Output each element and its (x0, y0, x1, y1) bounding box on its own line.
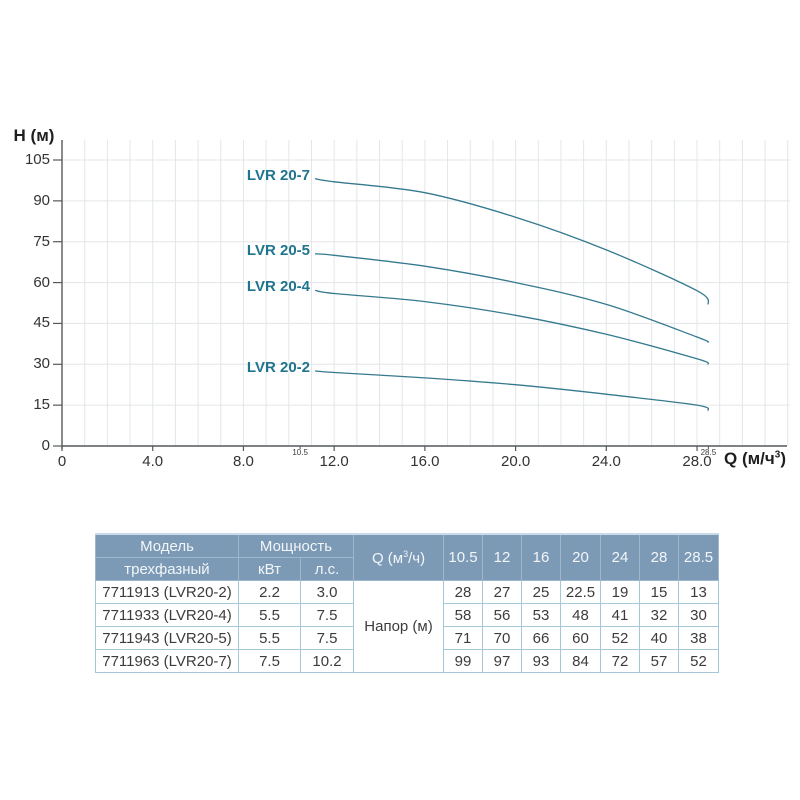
col-header-q-value: 12 (482, 533, 523, 581)
cell-head-value: 41 (600, 603, 641, 627)
cell-head-value: 25 (521, 580, 562, 604)
x-tick-label: 28.0 (682, 453, 712, 470)
col-header-model: Модель (95, 533, 239, 558)
curve-label-lvr-20-7: LVR 20-7 (246, 166, 310, 184)
cell-head-value: 60 (560, 626, 602, 650)
cell-hp: 7.5 (299, 603, 355, 627)
cell-head-value: 27 (482, 580, 523, 604)
cell-head-value: 13 (678, 580, 720, 604)
pump-curves-chart: H (м) Q (м/ч3) 0 15 30 45 60 75 90 105 0 4.0 8.0 12… (13, 126, 796, 470)
col-header-q-value: 16 (521, 533, 562, 581)
chart-canvas (53, 140, 790, 451)
col-header-hp: л.с. (299, 557, 355, 581)
cell-kw: 7.5 (238, 649, 301, 673)
curve-label-lvr-20-2: LVR 20-2 (246, 358, 310, 376)
cell-kw: 5.5 (238, 603, 301, 627)
cell-head-value: 38 (678, 626, 720, 650)
x-tick-label: 8.0 (233, 453, 254, 470)
cell-head-value: 53 (521, 603, 562, 627)
cell-head-value: 32 (639, 603, 680, 627)
cell-head-value: 22.5 (560, 580, 602, 604)
cell-hp: 3.0 (299, 580, 355, 604)
x-tick-label: 4.0 (142, 453, 164, 470)
y-tick-label: 30 (33, 355, 50, 373)
cell-head-value: 70 (482, 626, 523, 650)
y-tick-label: 105 (24, 151, 50, 168)
cell-head-value: 66 (521, 626, 562, 650)
cell-head-value: 93 (521, 649, 562, 673)
col-header-power: Мощность (237, 533, 355, 558)
cell-head-value: 84 (560, 649, 602, 673)
col-header-kw: кВт (238, 557, 301, 581)
col-header-q-value: 24 (600, 533, 641, 581)
x-tick-label: 12.0 (319, 453, 349, 470)
col-header-q-value: 20 (560, 533, 602, 581)
cell-head-value: 71 (443, 626, 484, 650)
cell-head-value: 56 (482, 603, 523, 627)
y-tick-label: 60 (33, 273, 50, 291)
curve-label-lvr-20-5: LVR 20-5 (246, 241, 310, 259)
x-axis-title-sup: 3 (774, 449, 781, 461)
cell-kw: 5.5 (238, 626, 301, 650)
col-header-phase: трехфазный (95, 557, 239, 581)
cell-head-value: 15 (639, 580, 680, 604)
y-tick-label: 15 (33, 396, 50, 414)
x-tick-label: 20.0 (500, 453, 531, 470)
x-minor-tick-label: 28.5 (700, 448, 717, 457)
x-axis-title-close: ) (780, 449, 787, 468)
col-header-q-value: 10.5 (443, 533, 484, 581)
x-tick-label: 0 (57, 453, 67, 470)
table-row: 7711913 (LVR20-2) 2.2 3.0 Напор (м) 28 27 25 22… (95, 580, 720, 673)
y-tick-label: 75 (33, 232, 50, 250)
y-tick-label: 90 (33, 191, 50, 209)
cell-head-value: 52 (678, 649, 720, 673)
cell-napor-label: Напор (м) (353, 580, 445, 673)
x-minor-tick-label: 10.5 (292, 448, 308, 457)
cell-head-value: 48 (560, 603, 602, 627)
cell-head-value: 52 (600, 626, 641, 650)
curve-lvr-20-7 (314, 178, 710, 305)
x-axis-title-text: Q (м/ч (724, 449, 775, 468)
cell-head-value: 58 (443, 603, 484, 627)
table-row: 7711963 (LVR20-7) 7.5 10.2 99 97 93 84 72 57 52 (95, 649, 720, 673)
y-tick-label: 0 (41, 437, 50, 454)
cell-head-value: 40 (639, 626, 680, 650)
cell-kw: 2.2 (238, 580, 301, 604)
cell-head-value: 97 (482, 649, 523, 673)
col-header-q-value: 28 (639, 533, 680, 581)
cell-head-value: 19 (600, 580, 641, 604)
cell-model: 7711963 (LVR20-7) (95, 649, 239, 673)
curve-lvr-20-4 (314, 289, 710, 365)
y-axis-title: H (м) (13, 126, 55, 145)
x-tick-label: 16.0 (410, 453, 440, 470)
x-axis-title: Q (м/ч3) (724, 449, 796, 469)
cell-hp: 7.5 (299, 626, 355, 650)
cell-hp: 10.2 (299, 649, 355, 673)
x-tick-label: 24.0 (591, 453, 621, 470)
col-header-q-value: 28.5 (678, 533, 720, 581)
cell-model: 7711913 (LVR20-2) (95, 580, 239, 604)
q-header-text: Q (м (371, 549, 404, 567)
cell-head-value: 57 (639, 649, 680, 673)
col-header-q: Q (м3/ч) (353, 533, 445, 581)
cell-head-value: 72 (600, 649, 641, 673)
curve-lvr-20-5 (315, 253, 710, 344)
cell-model: 7711933 (LVR20-4) (95, 603, 239, 627)
cell-model: 7711943 (LVR20-5) (95, 626, 239, 650)
cell-head-value: 99 (443, 649, 484, 673)
table-row: 7711933 (LVR20-4) 5.5 7.5 58 56 53 48 41 32 30 (95, 603, 720, 627)
curve-label-lvr-20-4: LVR 20-4 (246, 278, 310, 296)
y-tick-label: 45 (33, 314, 50, 332)
cell-head-value: 28 (443, 580, 484, 604)
curve-lvr-20-2 (315, 370, 710, 412)
q-header-sup: 3 (403, 548, 409, 559)
pump-spec-table: Модель Мощность Q (м3/ч) 10.5 12 16 20 24 28 2… (95, 533, 720, 673)
table-row: 7711943 (LVR20-5) 5.5 7.5 71 70 66 60 52 40 38 (95, 626, 720, 650)
q-header-close: /ч) (408, 549, 426, 567)
cell-head-value: 30 (678, 603, 720, 627)
